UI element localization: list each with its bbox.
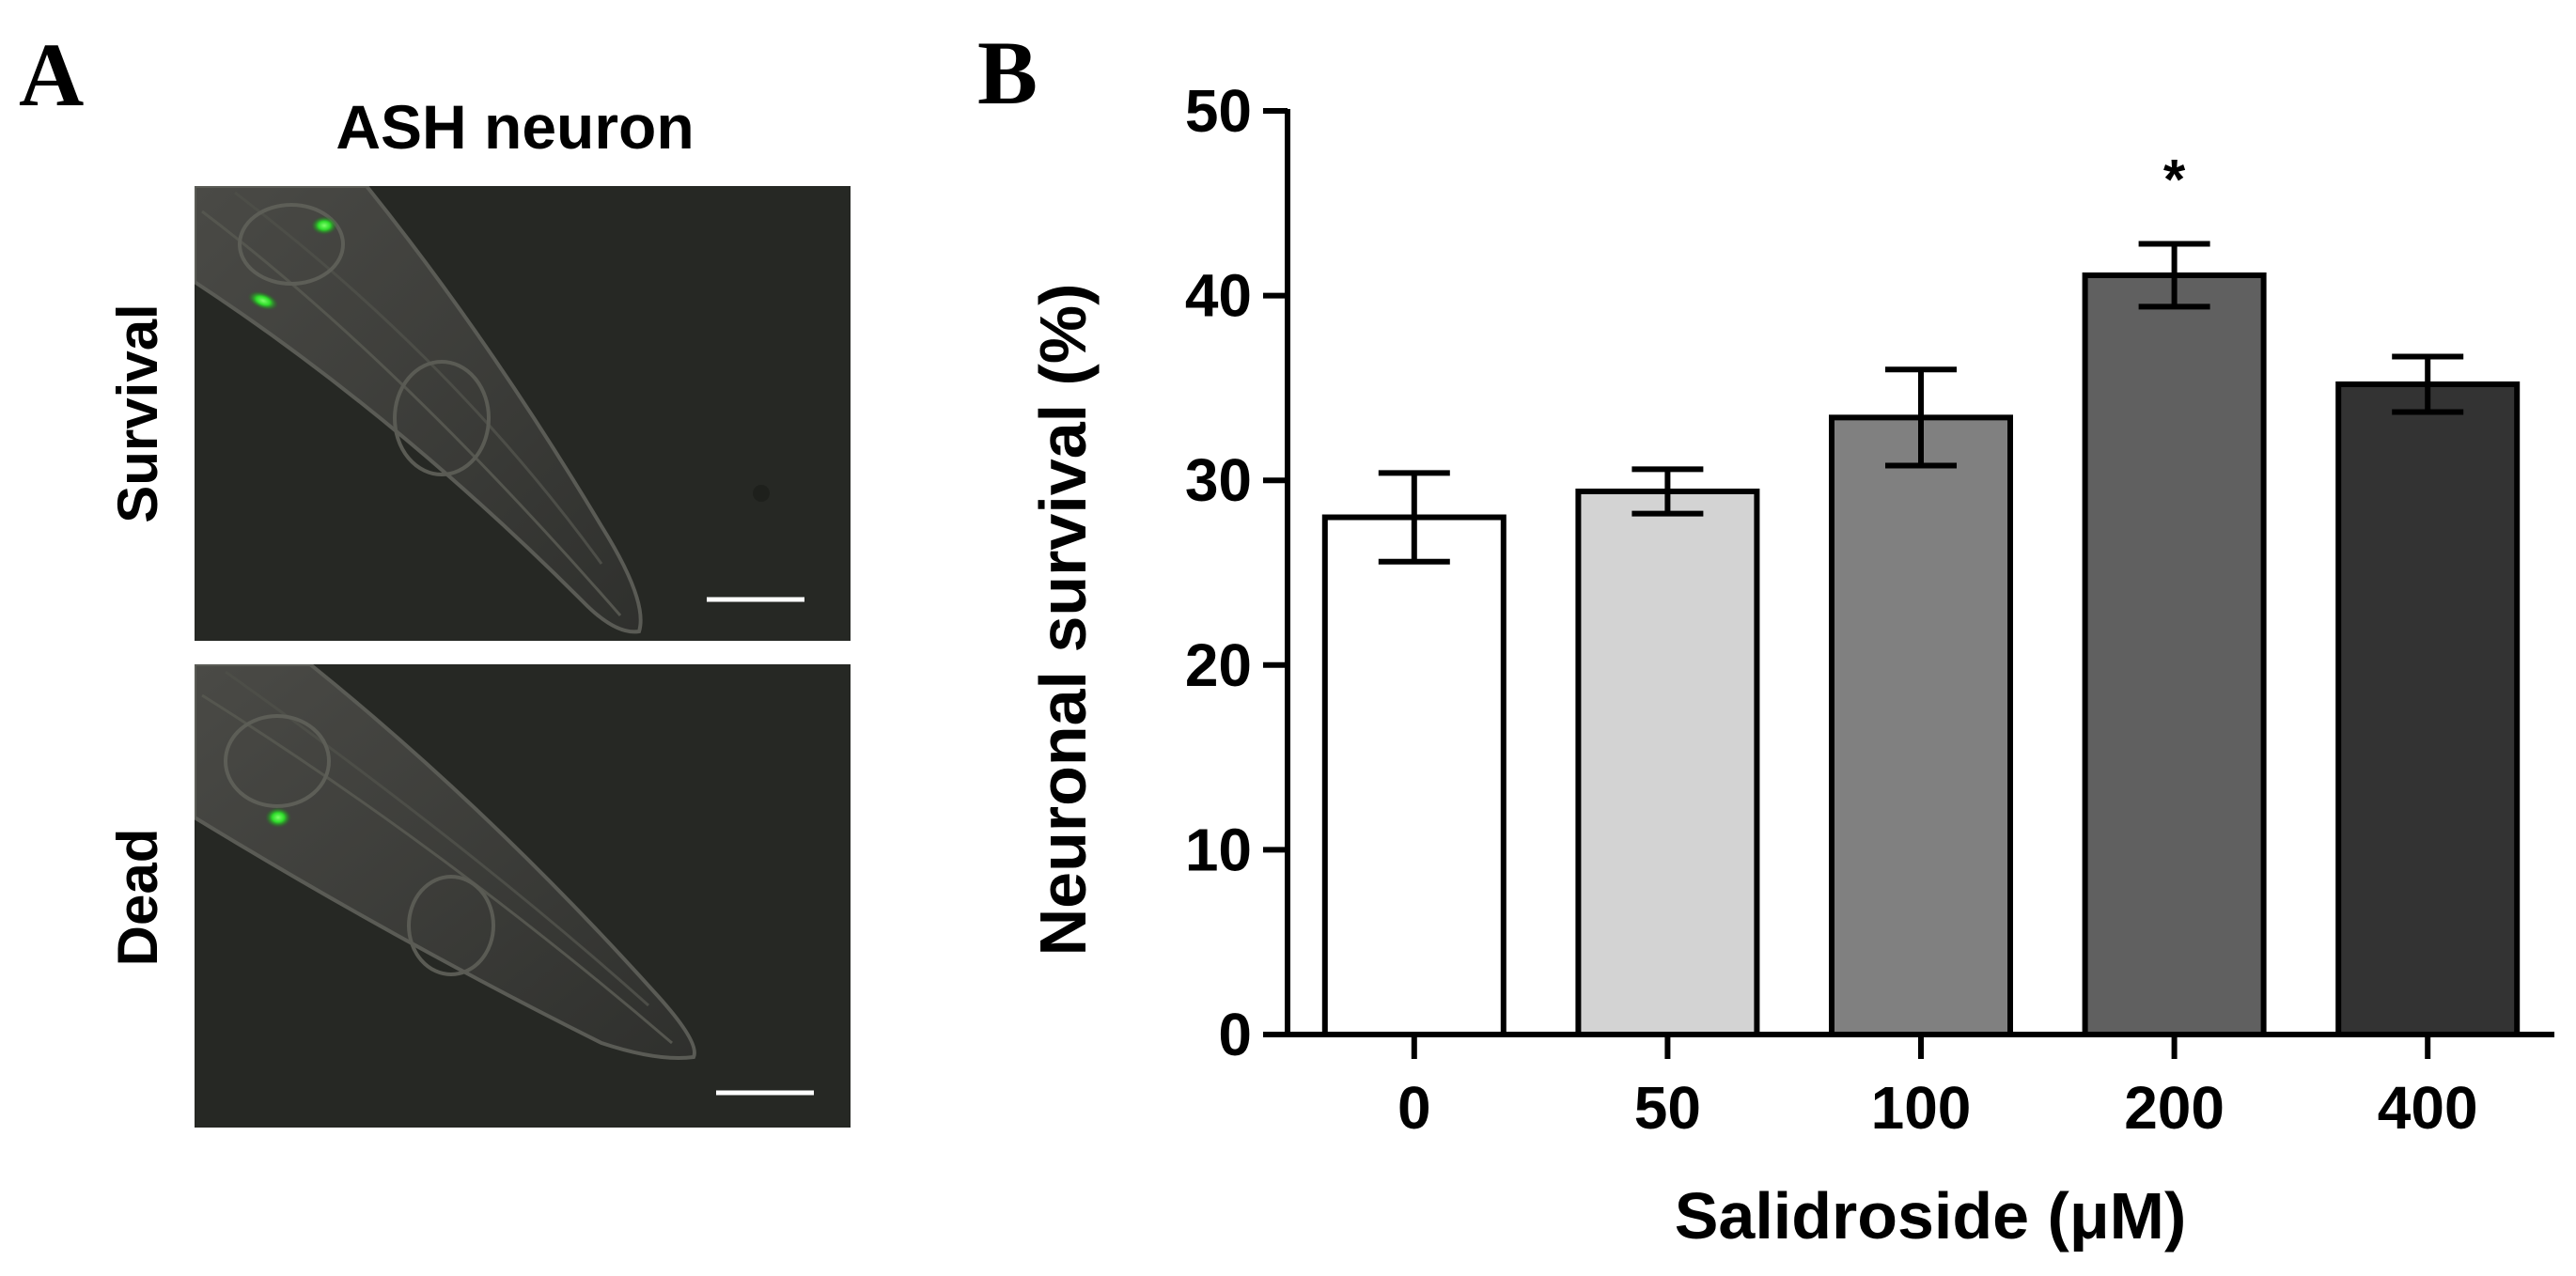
x-tick-label: 50 [1634, 1074, 1701, 1142]
x-tick-label: 100 [1871, 1074, 1972, 1142]
row-label-survival: Survival [106, 303, 169, 522]
panel-a-title: ASH neuron [336, 92, 694, 162]
micrograph-dead [195, 664, 851, 1128]
bar [1575, 488, 1760, 1037]
gfp-neuron-3 [265, 807, 291, 828]
x-tick-label: 0 [1397, 1074, 1431, 1142]
significance-marker: * [2163, 148, 2186, 211]
bar-chart: 0 10 20 30 40 50 0 50 100 200 400 * Salidroside (μM)… [1026, 77, 2554, 1253]
y-tick-label: 50 [1185, 77, 1252, 145]
micrograph-survival [195, 186, 851, 641]
bar [2082, 272, 2267, 1037]
bar [1829, 414, 2013, 1037]
panel-a-letter: A [19, 24, 84, 125]
x-tick-label: 200 [2124, 1074, 2225, 1142]
bar [1321, 514, 1507, 1037]
row-label-dead: Dead [106, 829, 169, 967]
y-tick-label: 40 [1185, 262, 1252, 330]
bar [2335, 381, 2521, 1037]
gfp-neuron-2 [247, 290, 279, 311]
y-axis-title: Neuronal survival (%) [1026, 284, 1100, 957]
x-tick-label: 400 [2378, 1074, 2478, 1142]
gfp-neuron-1 [311, 216, 337, 235]
y-tick-label: 30 [1185, 446, 1252, 514]
x-axis-title: Salidroside (μM) [1675, 1179, 2187, 1253]
panel-b-letter: B [977, 23, 1038, 123]
y-tick-label: 10 [1185, 816, 1252, 883]
y-tick-label: 20 [1185, 631, 1252, 699]
y-tick-label: 0 [1218, 1001, 1252, 1068]
